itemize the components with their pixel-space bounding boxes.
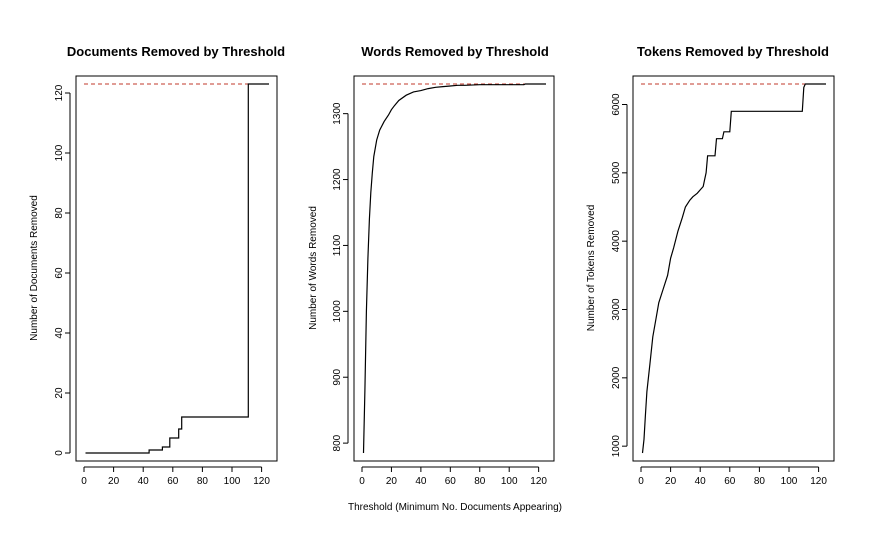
x-tick-label: 120 bbox=[810, 476, 827, 487]
x-tick-label: 120 bbox=[253, 476, 270, 487]
x-tick-label: 0 bbox=[638, 476, 644, 487]
y-tick-label: 3000 bbox=[611, 298, 622, 321]
y-tick-label: 900 bbox=[332, 368, 343, 385]
y-tick-label: 40 bbox=[54, 327, 65, 339]
shared-x-axis-label: Threshold (Minimum No. Documents Appeari… bbox=[348, 502, 562, 513]
x-tick-label: 0 bbox=[81, 476, 87, 487]
y-tick-label: 1000 bbox=[332, 300, 343, 323]
x-tick-label: 100 bbox=[501, 476, 518, 487]
plot-frame bbox=[353, 75, 555, 462]
x-tick-label: 120 bbox=[530, 476, 547, 487]
panel-documents: Documents Removed by Threshold Number of… bbox=[29, 44, 285, 487]
x-tick-label: 60 bbox=[724, 476, 736, 487]
x-tick-label: 20 bbox=[665, 476, 677, 487]
y-tick-label: 2000 bbox=[611, 366, 622, 389]
x-tick-label: 40 bbox=[415, 476, 427, 487]
x-tick-label: 80 bbox=[474, 476, 486, 487]
panel-title: Words Removed by Threshold bbox=[361, 44, 549, 59]
x-tick-label: 20 bbox=[108, 476, 120, 487]
x-tick-label: 100 bbox=[781, 476, 798, 487]
panel-tokens: Tokens Removed by Threshold Number of To… bbox=[586, 44, 835, 487]
series-line bbox=[362, 83, 546, 454]
y-tick-label: 80 bbox=[54, 207, 65, 219]
panel-words: Words Removed by Threshold Number of Wor… bbox=[308, 44, 555, 487]
y-tick-label: 5000 bbox=[611, 161, 622, 184]
x-tick-label: 80 bbox=[197, 476, 209, 487]
y-tick-label: 6000 bbox=[611, 93, 622, 116]
series-line bbox=[85, 83, 269, 454]
plot-frame bbox=[75, 75, 278, 462]
panel-title: Tokens Removed by Threshold bbox=[637, 44, 829, 59]
y-tick-label: 1300 bbox=[332, 102, 343, 125]
x-tick-label: 0 bbox=[359, 476, 365, 487]
y-tick-label: 1000 bbox=[611, 435, 622, 458]
x-tick-label: 40 bbox=[695, 476, 707, 487]
y-tick-label: 800 bbox=[332, 434, 343, 451]
y-tick-label: 1100 bbox=[332, 234, 343, 256]
x-tick-label: 60 bbox=[445, 476, 457, 487]
x-tick-label: 60 bbox=[167, 476, 179, 487]
y-tick-label: 20 bbox=[54, 387, 65, 399]
y-tick-label: 100 bbox=[54, 144, 65, 161]
y-tick-label: 120 bbox=[54, 84, 65, 101]
y-tick-label: 1200 bbox=[332, 168, 343, 191]
y-axis-label: Number of Documents Removed bbox=[29, 195, 40, 341]
y-tick-label: 60 bbox=[54, 267, 65, 279]
y-axis-label: Number of Words Removed bbox=[308, 206, 319, 330]
y-tick-label: 4000 bbox=[611, 230, 622, 253]
x-tick-label: 100 bbox=[224, 476, 241, 487]
x-tick-label: 80 bbox=[754, 476, 766, 487]
x-tick-label: 40 bbox=[138, 476, 150, 487]
series-line bbox=[641, 83, 826, 454]
x-tick-label: 20 bbox=[386, 476, 398, 487]
plot-frame bbox=[632, 75, 835, 462]
panel-title: Documents Removed by Threshold bbox=[67, 44, 285, 59]
y-tick-label: 0 bbox=[54, 450, 65, 456]
y-axis-label: Number of Tokens Removed bbox=[586, 205, 597, 332]
